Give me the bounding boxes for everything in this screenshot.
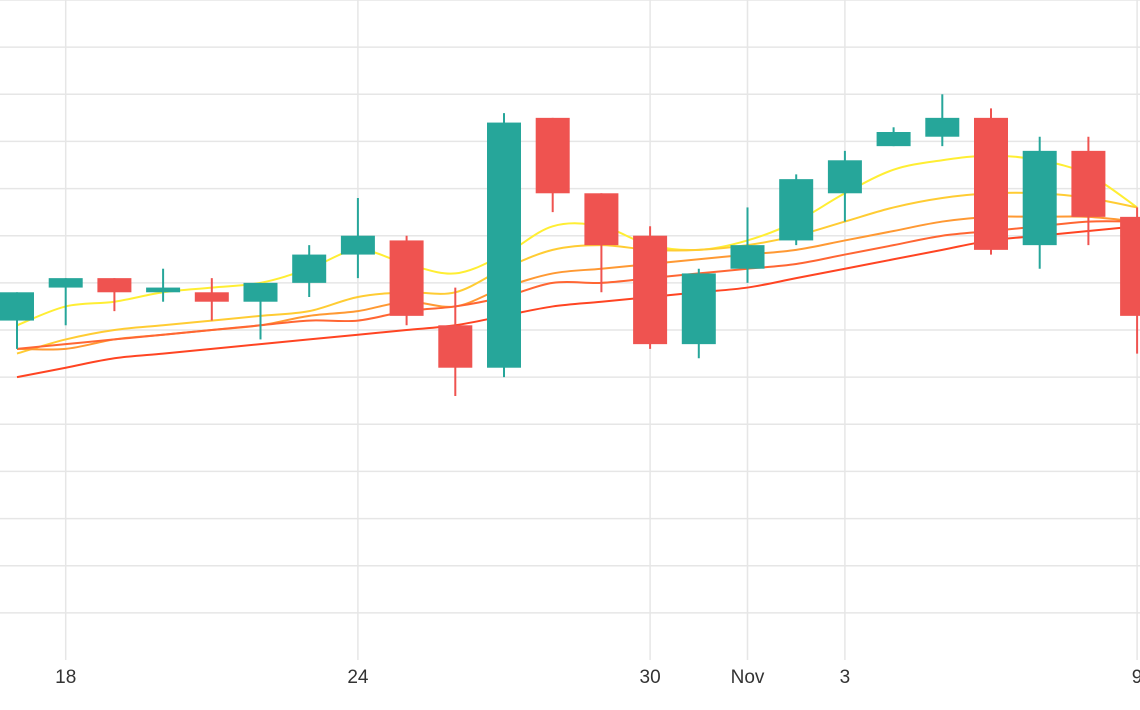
candle-body [730, 245, 765, 269]
candle-body [535, 117, 570, 194]
moving-average-line-1 [16, 154, 1138, 327]
candle-body [1120, 216, 1140, 316]
candle-body [389, 240, 424, 316]
candle [243, 282, 278, 340]
candle [1120, 207, 1140, 354]
candle-body [1071, 150, 1106, 217]
x-tick-label: 24 [347, 667, 369, 688]
grid [0, 0, 1140, 660]
candle [48, 278, 83, 326]
candle-body [681, 273, 716, 345]
candle-body [97, 278, 132, 293]
x-tick-label: 9 [1132, 667, 1140, 688]
candle [974, 108, 1008, 255]
candle-body [0, 292, 34, 321]
candle [681, 268, 716, 359]
moving-average-line-5 [16, 225, 1138, 379]
candle [876, 127, 911, 147]
candle [730, 207, 765, 283]
candle-body [146, 287, 181, 293]
candle [340, 198, 375, 279]
moving-average-line-2 [16, 191, 1138, 355]
candle [438, 287, 473, 396]
candle [1022, 136, 1057, 269]
candle [827, 150, 862, 222]
x-tick-label: 30 [640, 667, 661, 688]
x-tick-label: 3 [840, 667, 851, 688]
candle-body [292, 254, 327, 283]
candle-body [487, 122, 521, 368]
candle [389, 235, 424, 326]
moving-average-lines [16, 154, 1138, 379]
candle-body [438, 325, 473, 368]
candle [0, 292, 34, 349]
x-tick-label: Nov [731, 667, 765, 688]
candles [0, 94, 1140, 396]
candle [779, 174, 814, 246]
moving-average-line-4 [16, 220, 1138, 350]
candle [1071, 136, 1106, 246]
candle-body [827, 160, 862, 194]
candle-body [1022, 150, 1057, 246]
candle-body [925, 117, 960, 137]
candle [292, 245, 327, 297]
candle [487, 113, 521, 378]
candle-body [194, 292, 229, 302]
candle [633, 226, 668, 349]
candle-body [876, 132, 911, 147]
candle-body [340, 235, 375, 255]
x-axis-ticks: 182430Nov3915 [55, 667, 1140, 688]
candle [535, 117, 570, 213]
candle [97, 278, 132, 312]
candle [584, 193, 619, 293]
candle-body [243, 282, 278, 302]
x-tick-label: 18 [55, 667, 76, 688]
candle [194, 278, 229, 321]
candle [146, 268, 181, 302]
candle-body [48, 278, 83, 288]
candle-body [974, 117, 1008, 250]
candle-body [779, 179, 814, 241]
candle-body [584, 193, 619, 246]
candle [925, 94, 960, 147]
candle-body [633, 235, 668, 345]
